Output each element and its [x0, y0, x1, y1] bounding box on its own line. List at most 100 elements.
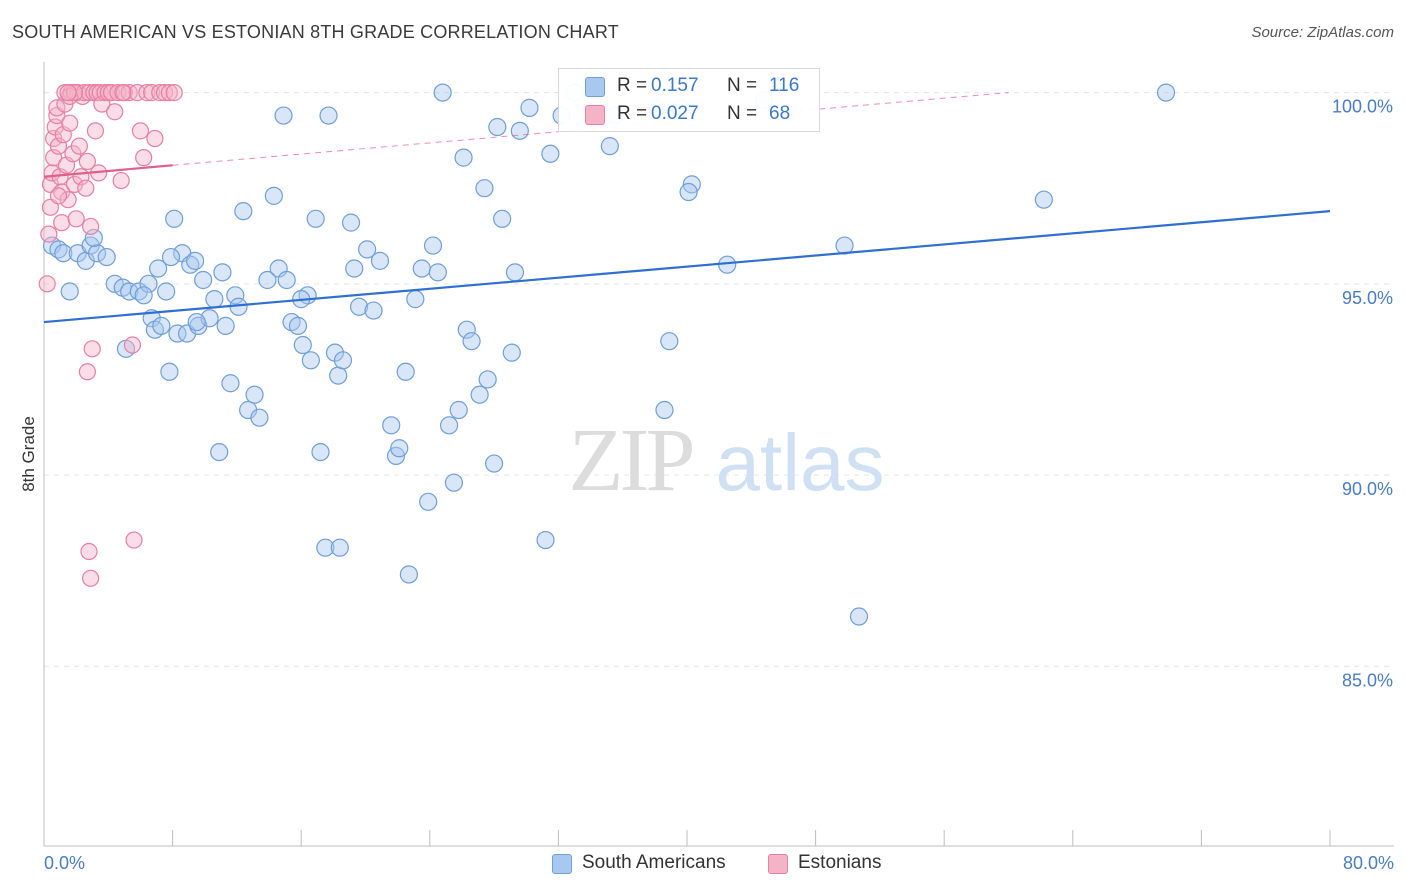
- data-point-south-americans: [186, 251, 205, 270]
- data-point-south-americans: [120, 282, 139, 301]
- data-point-estonians: [138, 83, 156, 102]
- data-point-south-americans: [306, 209, 325, 228]
- watermark-zip: ZIP: [569, 411, 693, 510]
- y-axis-label: 8th Grade: [19, 416, 38, 492]
- data-point-estonians: [82, 217, 100, 236]
- data-point-estonians: [106, 103, 124, 121]
- data-point-south-americans: [293, 335, 312, 355]
- data-point-estonians: [67, 210, 85, 228]
- data-point-south-americans: [396, 362, 415, 381]
- data-point-south-americans: [502, 343, 521, 362]
- data-point-south-americans: [600, 137, 619, 156]
- data-point-south-americans: [470, 385, 489, 404]
- r-label: R =: [617, 75, 648, 96]
- data-point-south-americans: [333, 351, 353, 370]
- chart-title: SOUTH AMERICAN VS ESTONIAN 8TH GRADE COR…: [12, 22, 619, 42]
- data-point-south-americans: [449, 400, 468, 420]
- data-point-south-americans: [274, 106, 293, 125]
- legend-label: Estonians: [798, 852, 882, 873]
- data-point-south-americans: [349, 297, 369, 316]
- data-point-south-americans: [84, 228, 103, 248]
- data-point-estonians: [125, 531, 143, 549]
- data-point-south-americans: [536, 530, 555, 550]
- data-point-estonians: [83, 340, 101, 358]
- data-point-south-americans: [54, 244, 73, 263]
- tick-labels: 85.0% 90.0% 95.0% 100.0% 0.0% 80.0%: [44, 97, 1394, 873]
- data-point-south-americans: [165, 209, 184, 228]
- data-point-estonians: [80, 542, 98, 561]
- data-point-south-americans: [264, 186, 283, 205]
- data-point-estonians: [128, 83, 146, 102]
- data-point-estonians: [151, 83, 169, 102]
- data-point-estonians: [48, 99, 66, 117]
- y-tick-label: 85.0%: [1342, 670, 1393, 690]
- data-point-south-americans: [210, 442, 229, 462]
- r-label: R =: [617, 103, 648, 124]
- series-estonians: [38, 83, 183, 587]
- series-south-americans: [42, 83, 1176, 626]
- data-point-estonians: [65, 83, 84, 102]
- x-tick-label: 0.0%: [44, 853, 85, 873]
- watermark: ZIP atlas: [569, 411, 885, 510]
- data-point-south-americans: [406, 290, 425, 309]
- data-point-estonians: [40, 225, 58, 243]
- trend-line-estonians: [43, 164, 173, 178]
- data-point-estonians: [61, 114, 79, 132]
- data-point-south-americans: [149, 259, 168, 278]
- data-point-south-americans: [301, 351, 320, 370]
- legend-swatch-estonians: [585, 105, 605, 125]
- watermark-atlas: atlas: [716, 418, 885, 507]
- trend-line-south-americans: [43, 210, 1331, 324]
- data-point-south-americans: [216, 316, 235, 335]
- legend-swatch-south-americans: [585, 77, 605, 97]
- data-point-south-americans: [160, 362, 179, 381]
- legend-series: South Americans Estonians: [0, 852, 1406, 878]
- data-point-south-americans: [679, 182, 698, 202]
- data-point-south-americans: [412, 259, 431, 278]
- legend-row-estonians: R = 0.027 N = 68: [559, 99, 819, 129]
- axes: [43, 62, 1394, 847]
- data-point-south-americans: [475, 179, 494, 198]
- data-point-south-americans: [433, 83, 452, 102]
- data-point-south-americans: [319, 106, 338, 125]
- data-point-estonians: [131, 122, 150, 140]
- data-point-south-americans: [1034, 190, 1053, 209]
- data-point-south-americans: [168, 324, 187, 343]
- data-point-south-americans: [419, 492, 438, 511]
- legend-row-south-americans: R = 0.157 N = 116: [559, 71, 819, 101]
- data-point-south-americans: [541, 144, 560, 163]
- data-point-south-americans: [485, 454, 504, 473]
- data-point-south-americans: [462, 332, 481, 351]
- data-point-south-americans: [390, 439, 409, 458]
- data-point-estonians: [155, 83, 174, 102]
- data-point-south-americans: [382, 416, 401, 435]
- data-point-south-americans: [60, 282, 79, 301]
- data-point-south-americans: [245, 385, 264, 404]
- data-point-south-americans: [493, 209, 512, 228]
- legend-swatch-estonians: [768, 854, 788, 874]
- data-point-south-americans: [345, 259, 364, 278]
- data-point-south-americans: [205, 290, 224, 309]
- data-point-south-americans: [358, 240, 377, 259]
- data-point-south-americans: [97, 247, 116, 267]
- data-point-south-americans: [505, 263, 525, 282]
- data-point-south-americans: [139, 274, 158, 293]
- data-point-south-americans: [329, 366, 348, 385]
- data-point-south-americans: [370, 251, 390, 270]
- data-point-south-americans: [428, 263, 447, 282]
- data-point-south-americans: [457, 320, 476, 339]
- data-point-south-americans: [660, 332, 679, 351]
- data-point-estonians: [77, 179, 95, 197]
- data-point-estonians: [114, 83, 132, 102]
- data-point-estonians: [59, 83, 77, 102]
- data-point-south-americans: [423, 236, 443, 255]
- data-point-south-americans: [1156, 83, 1176, 102]
- data-point-south-americans: [399, 565, 419, 584]
- data-point-south-americans: [152, 316, 171, 335]
- data-point-south-americans: [316, 538, 335, 557]
- data-point-south-americans: [226, 286, 245, 305]
- data-point-south-americans: [478, 370, 497, 389]
- y-tick-label: 90.0%: [1342, 479, 1393, 499]
- n-value: 68: [769, 103, 791, 124]
